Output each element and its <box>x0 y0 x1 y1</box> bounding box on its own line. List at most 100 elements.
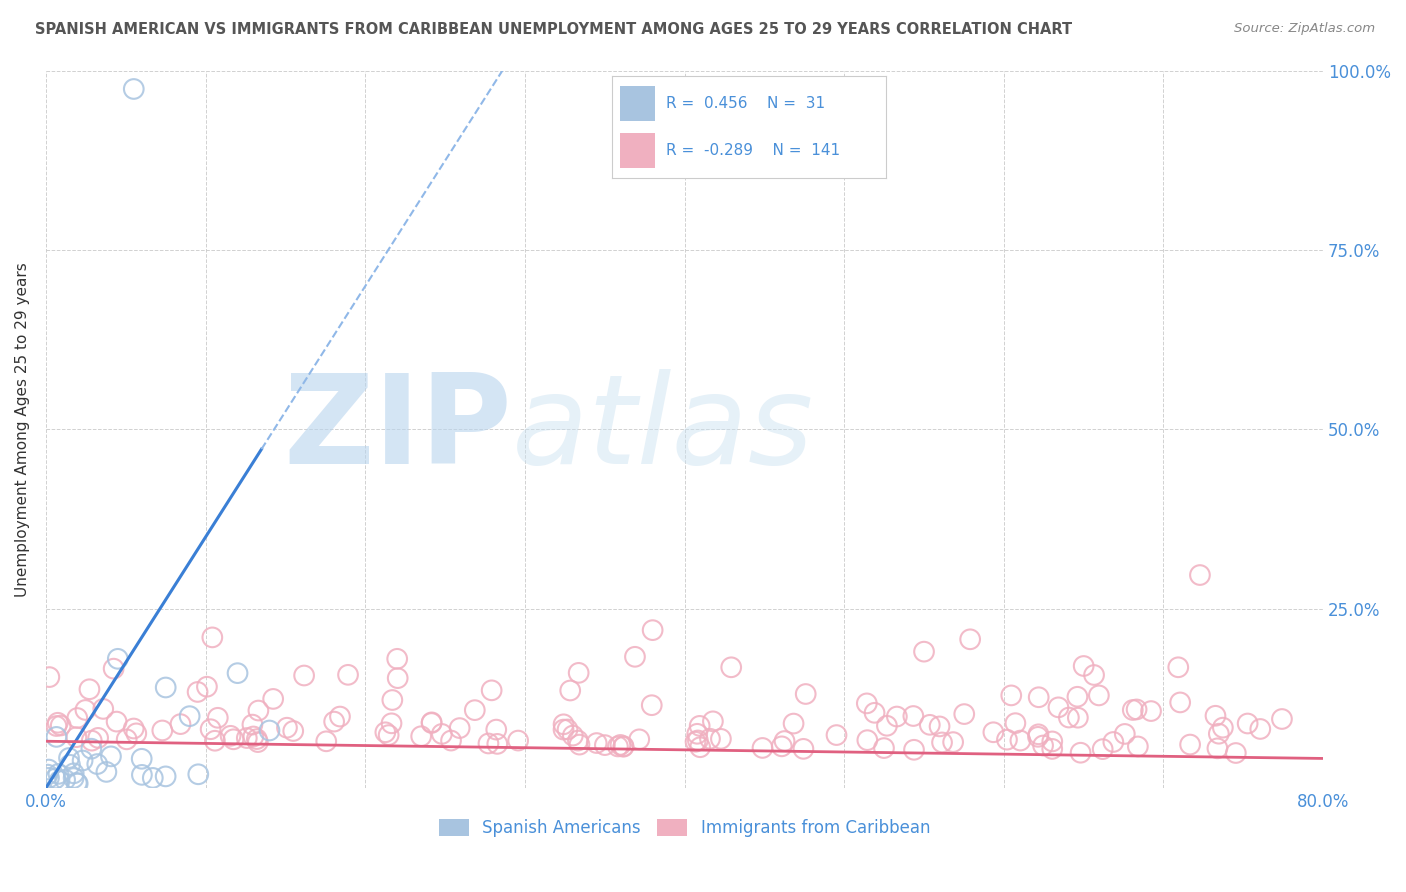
Point <box>485 723 508 737</box>
Point <box>430 727 453 741</box>
Point <box>1114 727 1136 741</box>
Point <box>1204 708 1226 723</box>
Point <box>62 771 84 785</box>
Point <box>1083 668 1105 682</box>
Point <box>770 739 793 754</box>
Point <box>169 717 191 731</box>
Text: ZIP: ZIP <box>284 369 512 490</box>
Point <box>1032 739 1054 753</box>
Point <box>1102 735 1125 749</box>
Point <box>903 709 925 723</box>
Point <box>125 726 148 740</box>
Point <box>794 687 817 701</box>
Point <box>80 741 103 756</box>
Point <box>236 731 259 745</box>
Point <box>122 82 145 96</box>
Point <box>91 702 114 716</box>
Point <box>557 723 579 737</box>
Point <box>773 734 796 748</box>
Point <box>1167 660 1189 674</box>
Point <box>1000 689 1022 703</box>
Point <box>508 733 530 747</box>
Point <box>1126 739 1149 754</box>
Point <box>1225 746 1247 760</box>
Point <box>58 751 80 765</box>
Point <box>374 725 396 739</box>
Point <box>66 776 89 790</box>
Point <box>315 734 337 748</box>
Point <box>685 735 707 749</box>
Point <box>1271 712 1294 726</box>
Point <box>420 716 443 731</box>
Point <box>246 732 269 747</box>
Point <box>624 649 647 664</box>
Point <box>1028 727 1050 741</box>
Point <box>1004 716 1026 731</box>
Point <box>195 680 218 694</box>
Point <box>568 665 591 680</box>
Point <box>942 735 965 749</box>
Point <box>411 729 433 743</box>
Point <box>242 717 264 731</box>
Point <box>87 731 110 745</box>
Point <box>959 632 981 647</box>
Point <box>292 668 315 682</box>
Point <box>387 671 409 685</box>
Point <box>259 723 281 738</box>
Point <box>1040 734 1063 748</box>
Point <box>65 730 87 744</box>
Point <box>1070 746 1092 760</box>
Text: R =  0.456    N =  31: R = 0.456 N = 31 <box>666 96 825 111</box>
Point <box>1208 727 1230 741</box>
Point <box>72 754 94 768</box>
Point <box>931 735 953 749</box>
Point <box>222 732 245 747</box>
Point <box>79 682 101 697</box>
Point <box>710 731 733 746</box>
Point <box>115 732 138 747</box>
Point <box>381 693 404 707</box>
Point <box>80 733 103 747</box>
Point <box>46 715 69 730</box>
Point <box>200 723 222 737</box>
Text: atlas: atlas <box>512 369 814 490</box>
Point <box>481 683 503 698</box>
Point <box>1057 710 1080 724</box>
Point <box>792 742 814 756</box>
Point <box>1066 690 1088 704</box>
Point <box>1026 730 1049 744</box>
Bar <box>620 133 655 168</box>
Point <box>150 723 173 738</box>
Point <box>983 725 1005 739</box>
Point <box>477 736 499 750</box>
Point <box>329 709 352 723</box>
Point <box>246 735 269 749</box>
Point <box>1088 689 1111 703</box>
Point <box>201 631 224 645</box>
Point <box>689 740 711 755</box>
Point <box>62 766 84 780</box>
Point <box>863 706 886 720</box>
Point <box>641 698 664 713</box>
Point <box>53 772 76 787</box>
Point <box>593 738 616 752</box>
Point <box>103 662 125 676</box>
Point <box>131 752 153 766</box>
Point <box>918 718 941 732</box>
Point <box>560 683 582 698</box>
Bar <box>620 87 655 121</box>
Y-axis label: Unemployment Among Ages 25 to 29 years: Unemployment Among Ages 25 to 29 years <box>15 262 30 597</box>
Point <box>204 733 226 747</box>
Point <box>585 736 607 750</box>
Point <box>38 763 60 777</box>
Point <box>38 771 60 785</box>
Point <box>262 692 284 706</box>
Point <box>1122 703 1144 717</box>
Point <box>486 737 509 751</box>
Point <box>641 623 664 637</box>
Point <box>242 730 264 744</box>
Text: Source: ZipAtlas.com: Source: ZipAtlas.com <box>1234 22 1375 36</box>
Point <box>1067 711 1090 725</box>
Point <box>1010 733 1032 747</box>
Point <box>59 757 82 772</box>
